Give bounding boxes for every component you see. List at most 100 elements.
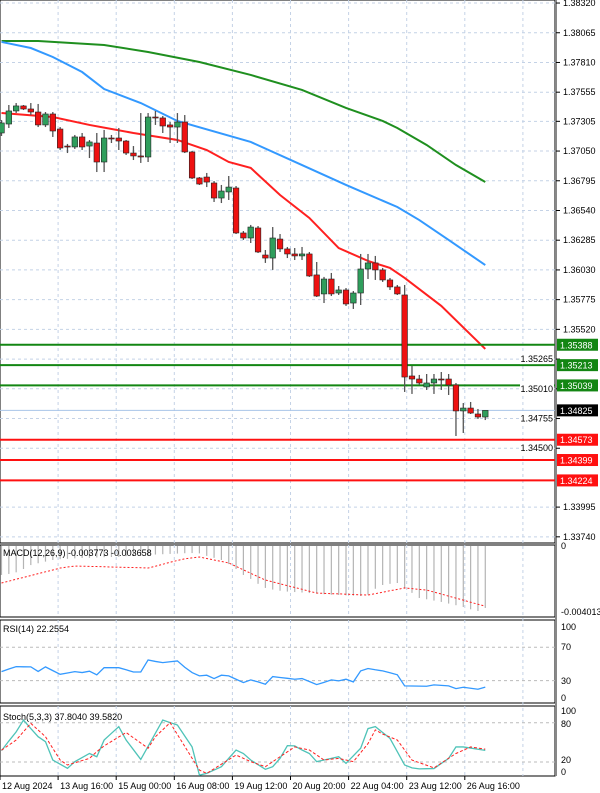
candle xyxy=(482,410,489,421)
support-level-tag xyxy=(557,454,598,467)
current-price-tag xyxy=(557,404,598,417)
candle xyxy=(218,184,225,204)
bear-candle-body xyxy=(474,413,482,418)
candle xyxy=(438,372,445,390)
stoch-axis-label: 80 xyxy=(561,719,571,729)
sto-panel xyxy=(0,705,556,777)
bear-candle-body xyxy=(401,294,408,378)
candle xyxy=(401,284,408,392)
candle xyxy=(320,276,328,304)
resistance-level-label: 1.35388 xyxy=(560,340,593,350)
rsi-axis-label: 0 xyxy=(561,693,566,703)
bear-candle-body xyxy=(452,384,460,412)
candle xyxy=(313,262,320,297)
bull-candle-body xyxy=(269,237,276,259)
candle xyxy=(467,401,474,414)
time-label: 13 Aug 16:00 xyxy=(60,781,113,791)
stoch-signal-line xyxy=(1,721,486,774)
candle xyxy=(262,249,269,263)
bear-candle-body xyxy=(123,140,130,154)
price-tick-label: 1.36030 xyxy=(563,265,596,275)
candle xyxy=(79,132,86,150)
stoch-label: Stoch(5,3,3) 37.8040 39.5820 xyxy=(3,712,122,722)
bear-candle-body xyxy=(386,279,394,288)
bear-candle-body xyxy=(306,253,313,277)
moving-average-line-2 xyxy=(1,40,486,266)
price-tick-label: 1.36540 xyxy=(563,205,596,215)
price-tick-label-bg xyxy=(520,413,554,424)
candle xyxy=(174,113,181,144)
bull-candle-body xyxy=(174,121,181,128)
candle xyxy=(20,105,27,111)
candle xyxy=(123,139,130,156)
stoch-main-line xyxy=(0,718,486,776)
candle xyxy=(166,122,174,144)
bear-candle-body xyxy=(49,113,56,132)
candle xyxy=(474,408,482,419)
bull-candle-body xyxy=(0,122,5,134)
resistance-level-label: 1.35039 xyxy=(560,381,593,391)
candle xyxy=(86,139,93,159)
bull-candle-body xyxy=(71,136,78,148)
candle xyxy=(357,253,364,306)
time-label: 12 Aug 2024 xyxy=(2,781,53,791)
candle xyxy=(460,403,467,433)
bear-candle-body xyxy=(166,124,174,128)
candle xyxy=(188,150,196,180)
bull-candle-body xyxy=(86,141,93,147)
bull-candle-body xyxy=(357,268,364,294)
bull-candle-body xyxy=(225,186,232,193)
bear-candle-body xyxy=(408,375,416,380)
candle xyxy=(284,246,291,259)
bear-candle-body xyxy=(130,152,137,157)
candle xyxy=(159,115,166,133)
candle xyxy=(64,143,71,154)
moving-average-line-3 xyxy=(1,112,486,350)
price-tick-label-bg xyxy=(520,443,554,454)
bear-candle-body xyxy=(203,176,210,183)
price-tick-label: 1.35520 xyxy=(563,324,596,334)
resistance-level-tag xyxy=(557,359,598,372)
bear-candle-body xyxy=(27,108,34,113)
candle xyxy=(306,251,313,277)
support-level-label: 1.34573 xyxy=(560,435,593,445)
candle xyxy=(108,134,115,144)
bear-candle-body xyxy=(328,278,335,295)
rsi-axis-label: 70 xyxy=(561,642,571,652)
bull-candle-body xyxy=(364,262,372,270)
rsi-axis-label: 30 xyxy=(561,676,571,686)
candle xyxy=(445,374,452,395)
bull-candle-body xyxy=(298,253,306,257)
candle xyxy=(254,225,262,254)
candle xyxy=(394,284,401,295)
bear-candle-body xyxy=(181,121,188,153)
macd-label: MACD(12,26,9) -0.003773 -0.003658 xyxy=(3,548,152,558)
candle xyxy=(57,127,64,150)
candle xyxy=(93,132,100,173)
macd-axis-label: -0.004013 xyxy=(561,607,600,617)
candle xyxy=(27,103,34,116)
main-panel xyxy=(0,0,556,544)
bear-candle-body xyxy=(188,151,196,179)
stoch-axis-label: 100 xyxy=(561,706,576,716)
time-label: 20 Aug 20:00 xyxy=(293,781,346,791)
bear-candle-body xyxy=(93,142,100,163)
bear-candle-body xyxy=(313,274,320,297)
bull-candle-body xyxy=(430,378,438,384)
candle xyxy=(298,246,306,261)
candle xyxy=(247,224,254,244)
candle xyxy=(430,374,438,394)
rsi-axis-label: 100 xyxy=(561,622,576,632)
bull-candle-body xyxy=(218,190,225,199)
candle xyxy=(386,277,394,290)
price-tick-label: 1.36795 xyxy=(563,176,596,186)
candle xyxy=(276,234,284,252)
bull-candle-body xyxy=(320,278,328,295)
price-tick-label: 1.34755 xyxy=(520,414,553,424)
price-tick-label: 1.37305 xyxy=(563,116,596,126)
price-tick-label-bg xyxy=(520,383,554,394)
price-tick-label: 1.37050 xyxy=(563,146,596,156)
bear-candle-body xyxy=(291,253,298,257)
